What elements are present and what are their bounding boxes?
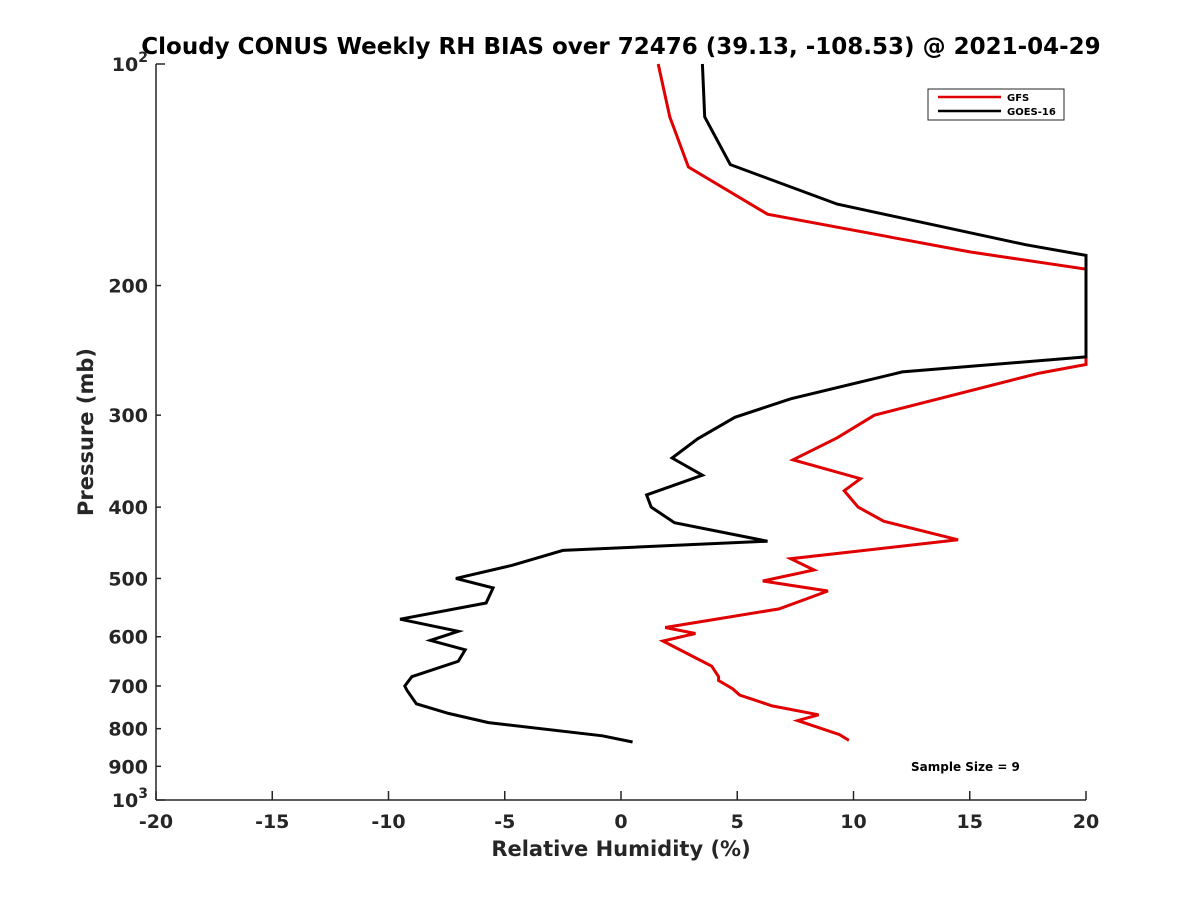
- chart-title: Cloudy CONUS Weekly RH BIAS over 72476 (…: [141, 34, 1100, 60]
- x-ticks: -20 -15 -10 -5 0 5 10 15 20: [139, 791, 1099, 833]
- x-tick-label: 5: [731, 811, 744, 833]
- series-line-gfs: [656, 63, 1088, 742]
- sample-size-annotation: Sample Size = 9: [911, 760, 1020, 774]
- x-tick-label: -20: [139, 811, 173, 833]
- y-tick-label: 500: [108, 568, 148, 590]
- y-tick-label: 102: [112, 50, 148, 76]
- x-tick-label: -15: [255, 811, 289, 833]
- y-tick-label: 900: [108, 756, 148, 778]
- y-tick-label: 800: [108, 719, 148, 741]
- x-tick-label: 0: [614, 811, 627, 833]
- legend-label-gfs: GFS: [1007, 93, 1029, 104]
- x-tick-label: -5: [494, 811, 515, 833]
- y-ticks: 102 200 300 400 500 600 700 800 900 103: [108, 50, 165, 812]
- y-tick-label: 700: [108, 676, 148, 698]
- y-tick-label: 600: [108, 627, 148, 649]
- y-tick-label: 103: [112, 786, 148, 812]
- y-tick-label: 400: [108, 497, 148, 519]
- x-tick-label: 10: [840, 811, 866, 833]
- x-tick-label: 15: [957, 811, 983, 833]
- legend: GFS GOES-16: [927, 88, 1065, 121]
- x-axis-label: Relative Humidity (%): [491, 837, 750, 861]
- y-tick-label: 300: [108, 405, 148, 427]
- series-line-goes16: [399, 63, 1088, 744]
- series-group: [399, 63, 1088, 744]
- legend-label-goes16: GOES-16: [1007, 107, 1056, 118]
- legend-box: [927, 88, 1065, 121]
- y-tick-label: 200: [108, 276, 148, 298]
- plot-area: -20 -15 -10 -5 0 5 10 15 20 102 200 300 400 500 600 70…: [108, 50, 1099, 833]
- y-axis-label: Pressure (mb): [74, 348, 98, 516]
- x-tick-label: 20: [1073, 811, 1099, 833]
- x-tick-label: -10: [371, 811, 405, 833]
